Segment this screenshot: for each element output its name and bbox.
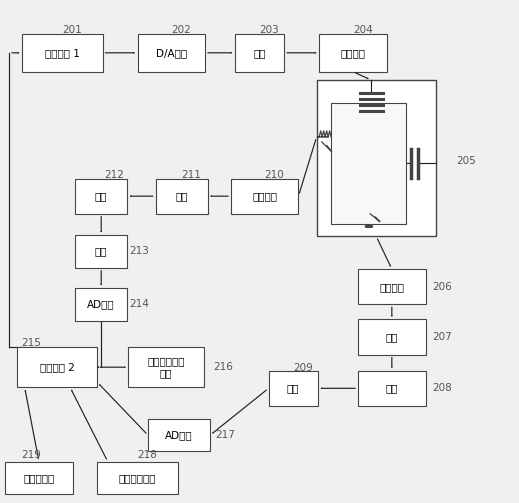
FancyBboxPatch shape <box>358 269 426 304</box>
FancyBboxPatch shape <box>128 347 203 387</box>
Text: 215: 215 <box>21 338 40 348</box>
Text: 调频振荡: 调频振荡 <box>379 282 404 292</box>
Text: 210: 210 <box>265 170 284 180</box>
FancyBboxPatch shape <box>17 347 98 387</box>
Text: 211: 211 <box>182 170 201 180</box>
FancyBboxPatch shape <box>138 34 205 71</box>
Text: 限幅: 限幅 <box>175 191 188 201</box>
Text: AD转换: AD转换 <box>87 299 115 309</box>
Text: 216: 216 <box>213 362 233 372</box>
FancyBboxPatch shape <box>235 34 284 71</box>
Text: 放大: 放大 <box>95 246 107 257</box>
Text: 213: 213 <box>130 246 149 257</box>
FancyBboxPatch shape <box>331 103 406 224</box>
Text: 214: 214 <box>130 299 149 309</box>
FancyBboxPatch shape <box>148 418 210 452</box>
Text: 201: 201 <box>62 25 82 35</box>
FancyBboxPatch shape <box>98 462 177 494</box>
FancyBboxPatch shape <box>22 34 102 71</box>
FancyBboxPatch shape <box>269 371 318 406</box>
Text: 加速度传感器: 加速度传感器 <box>119 473 156 483</box>
FancyBboxPatch shape <box>317 80 436 236</box>
FancyBboxPatch shape <box>75 179 127 214</box>
FancyBboxPatch shape <box>5 462 73 494</box>
Text: 207: 207 <box>432 332 452 342</box>
Text: 存储、通信、
输出: 存储、通信、 输出 <box>147 357 185 378</box>
Text: 202: 202 <box>171 25 191 35</box>
Text: 205: 205 <box>457 156 476 166</box>
Text: 鉴频: 鉴频 <box>386 383 398 393</box>
Text: 放大: 放大 <box>253 48 266 58</box>
Text: 217: 217 <box>215 430 235 440</box>
FancyBboxPatch shape <box>75 235 127 268</box>
FancyBboxPatch shape <box>319 34 387 71</box>
Text: 放大: 放大 <box>287 383 299 393</box>
FancyBboxPatch shape <box>358 319 426 355</box>
Text: 218: 218 <box>138 450 157 460</box>
Text: AD转换: AD转换 <box>165 430 193 440</box>
Text: 209: 209 <box>293 363 313 373</box>
Text: 203: 203 <box>260 25 279 35</box>
Text: 微处理器 1: 微处理器 1 <box>45 48 80 58</box>
Text: 212: 212 <box>104 170 124 180</box>
Text: 206: 206 <box>432 282 452 292</box>
FancyBboxPatch shape <box>156 179 208 214</box>
Text: 微处理器 2: 微处理器 2 <box>39 362 75 372</box>
Text: D/A转换: D/A转换 <box>156 48 187 58</box>
FancyBboxPatch shape <box>75 288 127 321</box>
FancyBboxPatch shape <box>231 179 298 214</box>
Text: 鉴频: 鉴频 <box>95 191 107 201</box>
Text: 限幅: 限幅 <box>386 332 398 342</box>
Text: 温度传感器: 温度传感器 <box>23 473 54 483</box>
Text: 带通滤波: 带通滤波 <box>340 48 365 58</box>
FancyBboxPatch shape <box>358 371 426 406</box>
Text: 219: 219 <box>21 450 40 460</box>
Text: 204: 204 <box>353 25 373 35</box>
Text: 调频振荡: 调频振荡 <box>252 191 277 201</box>
Text: 208: 208 <box>432 383 452 393</box>
